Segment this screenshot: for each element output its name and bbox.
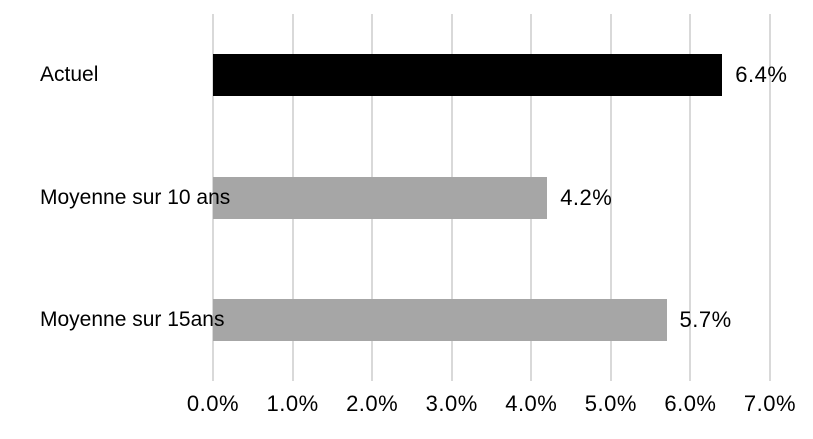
x-axis-tick-label: 2.0% — [346, 391, 399, 416]
gridline — [609, 14, 612, 381]
x-axis-tick-label: 1.0% — [266, 391, 319, 416]
x-axis-tick-label: 0.0% — [186, 391, 240, 416]
x-axis-tick-label: 6.0% — [664, 391, 717, 416]
gridline — [689, 14, 692, 381]
x-axis-tick-label: 3.0% — [425, 391, 478, 416]
category-label: Moyenne sur 15ans — [40, 307, 225, 331]
x-axis-tick-label: 5.0% — [584, 391, 637, 416]
x-axis-tick-label: 7.0% — [743, 391, 797, 416]
bar — [213, 298, 667, 341]
bar-value-label: 6.4% — [735, 62, 788, 88]
bar-value-label: 4.2% — [560, 184, 613, 210]
bar-value-label: 5.7% — [679, 306, 732, 332]
category-label: Actuel — [40, 63, 99, 87]
gridline — [769, 14, 771, 381]
bar — [213, 176, 548, 219]
bar — [213, 54, 723, 97]
category-label: Moyenne sur 10 ans — [40, 185, 231, 209]
x-axis-tick-label: 4.0% — [505, 391, 558, 416]
